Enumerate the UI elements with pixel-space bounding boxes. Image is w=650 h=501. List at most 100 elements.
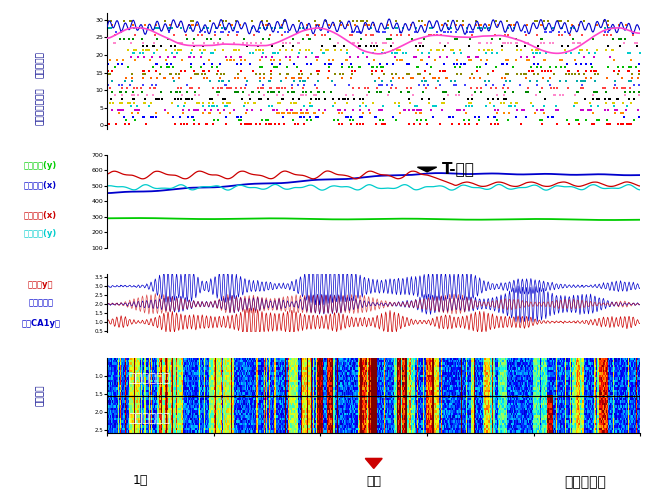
- Point: [569, 70, 580, 78]
- Point: [358, 18, 368, 26]
- Point: [586, 74, 596, 82]
- Point: [207, 95, 217, 103]
- Point: [287, 106, 298, 114]
- Point: [109, 63, 120, 71]
- Point: [273, 99, 283, 107]
- Point: [208, 120, 218, 128]
- Point: [148, 42, 158, 50]
- Point: [302, 116, 312, 124]
- Point: [266, 88, 276, 96]
- Point: [563, 18, 573, 26]
- Point: [630, 63, 641, 71]
- Point: [215, 74, 226, 82]
- Point: [189, 35, 200, 43]
- Point: [320, 60, 330, 68]
- Point: [335, 70, 345, 78]
- Point: [204, 109, 214, 117]
- Point: [252, 84, 263, 92]
- Point: [556, 56, 567, 64]
- Point: [151, 21, 161, 29]
- Point: [556, 18, 567, 26]
- Point: [220, 18, 231, 26]
- Point: [209, 102, 219, 110]
- Point: [590, 70, 601, 78]
- Point: [295, 77, 306, 85]
- Point: [589, 53, 599, 61]
- Point: [446, 28, 456, 36]
- Point: [305, 99, 315, 107]
- Point: [491, 18, 502, 26]
- Point: [454, 120, 464, 128]
- Point: [144, 102, 154, 110]
- Point: [383, 25, 393, 33]
- Point: [613, 63, 623, 71]
- Point: [127, 77, 138, 85]
- Point: [503, 32, 514, 40]
- Point: [199, 39, 209, 47]
- Point: [573, 116, 583, 124]
- Point: [305, 102, 315, 110]
- Point: [272, 92, 283, 100]
- Point: [254, 46, 265, 54]
- Point: [540, 56, 550, 64]
- Point: [328, 116, 339, 124]
- Point: [470, 113, 480, 121]
- Point: [189, 42, 200, 50]
- Point: [610, 81, 620, 89]
- Text: 動物位置(x): 動物位置(x): [24, 180, 57, 189]
- Point: [244, 49, 255, 57]
- Point: [257, 49, 268, 57]
- Point: [231, 18, 241, 26]
- Point: [120, 77, 131, 85]
- Point: [601, 46, 611, 54]
- Point: [285, 99, 296, 107]
- Point: [378, 39, 389, 47]
- Point: [592, 116, 603, 124]
- Point: [317, 49, 328, 57]
- Point: [412, 116, 423, 124]
- Point: [499, 92, 509, 100]
- Point: [626, 77, 636, 85]
- Point: [408, 92, 419, 100]
- Point: [263, 95, 273, 103]
- Point: [426, 25, 437, 33]
- Point: [198, 42, 208, 50]
- Point: [223, 84, 233, 92]
- Point: [301, 92, 311, 100]
- Point: [441, 88, 451, 96]
- Point: [443, 92, 453, 100]
- Point: [482, 46, 493, 54]
- Point: [235, 53, 245, 61]
- Point: [462, 95, 473, 103]
- Point: [361, 92, 372, 100]
- Point: [551, 106, 561, 114]
- Point: [217, 25, 228, 33]
- Point: [474, 46, 484, 54]
- Point: [109, 39, 120, 47]
- Point: [200, 28, 210, 36]
- Point: [111, 28, 122, 36]
- Point: [579, 18, 590, 26]
- Point: [236, 53, 246, 61]
- Point: [171, 88, 181, 96]
- Point: [501, 95, 512, 103]
- Point: [224, 28, 234, 36]
- Point: [187, 95, 197, 103]
- Point: [217, 77, 228, 85]
- Point: [545, 74, 555, 82]
- Point: [512, 99, 523, 107]
- Point: [127, 49, 138, 57]
- Point: [294, 18, 304, 26]
- Point: [127, 74, 137, 82]
- Point: [634, 49, 645, 57]
- Point: [311, 56, 322, 64]
- Point: [533, 70, 543, 78]
- Point: [512, 46, 522, 54]
- Point: [367, 32, 378, 40]
- Point: [499, 109, 509, 117]
- Point: [310, 109, 320, 117]
- Point: [352, 28, 363, 36]
- Point: [298, 25, 309, 33]
- Point: [139, 21, 150, 29]
- Point: [179, 102, 189, 110]
